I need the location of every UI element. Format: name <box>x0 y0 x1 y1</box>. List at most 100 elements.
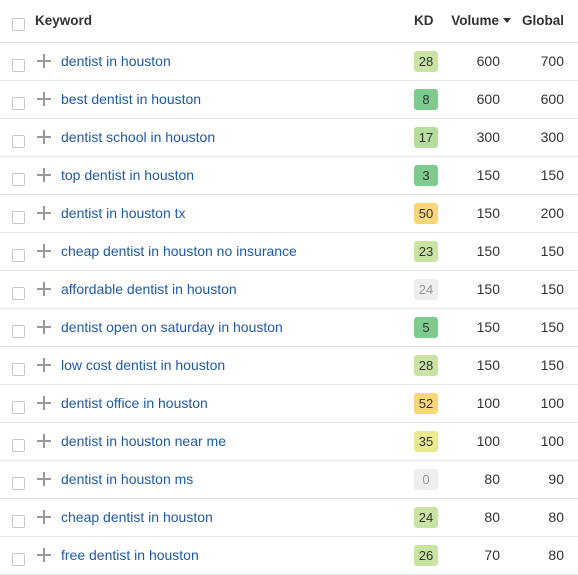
table-row: low cost dentist in houston 28 150 150 <box>0 347 578 385</box>
row-checkbox[interactable] <box>12 363 25 376</box>
keyword-link[interactable]: best dentist in houston <box>61 91 202 107</box>
keyword-link[interactable]: cheap dentist in houston <box>61 509 213 525</box>
row-checkbox[interactable] <box>12 173 25 186</box>
volume-value: 600 <box>476 53 500 69</box>
global-volume-value: 200 <box>540 205 564 221</box>
volume-value: 100 <box>476 395 500 411</box>
kd-badge: 28 <box>414 355 438 376</box>
keyword-link[interactable]: dentist in houston ms <box>61 471 194 487</box>
kd-badge: 17 <box>414 127 438 148</box>
plus-icon[interactable] <box>37 244 51 258</box>
row-checkbox[interactable] <box>12 439 25 452</box>
global-volume-value: 100 <box>540 395 564 411</box>
keyword-link[interactable]: dentist in houston <box>61 53 171 69</box>
plus-icon[interactable] <box>37 54 51 68</box>
row-checkbox[interactable] <box>12 515 25 528</box>
global-volume-value: 150 <box>540 167 564 183</box>
column-header-volume[interactable]: Volume <box>451 13 511 28</box>
keyword-link[interactable]: dentist open on saturday in houston <box>61 319 283 335</box>
table-row: cheap dentist in houston no insurance 23 1… <box>0 233 578 271</box>
row-checkbox[interactable] <box>12 97 25 110</box>
column-header-global[interactable]: Global <box>521 13 564 28</box>
column-header-volume-label: Volume <box>451 13 499 28</box>
keyword-link[interactable]: cheap dentist in houston no insurance <box>61 243 297 259</box>
kd-badge: 24 <box>414 279 438 300</box>
keyword-link[interactable]: dentist in houston near me <box>61 433 226 449</box>
row-checkbox[interactable] <box>12 287 25 300</box>
global-volume-value: 150 <box>540 319 564 335</box>
keyword-link[interactable]: affordable dentist in houston <box>61 281 237 297</box>
kd-badge: 23 <box>414 241 438 262</box>
volume-value: 80 <box>484 509 500 525</box>
keyword-link[interactable]: low cost dentist in houston <box>61 357 226 373</box>
plus-icon[interactable] <box>37 206 51 220</box>
table-row: dentist school in houston 17 300 300 <box>0 119 578 157</box>
keyword-link[interactable]: dentist in houston tx <box>61 205 186 221</box>
row-checkbox[interactable] <box>12 401 25 414</box>
plus-icon[interactable] <box>37 130 51 144</box>
kd-badge: 5 <box>414 317 438 338</box>
global-volume-value: 300 <box>540 129 564 145</box>
global-volume-value: 150 <box>540 357 564 373</box>
global-volume-value: 100 <box>540 433 564 449</box>
keyword-link[interactable]: dentist school in houston <box>61 129 216 145</box>
table-row: free dentist in houston 26 70 80 <box>0 537 578 575</box>
row-checkbox[interactable] <box>12 135 25 148</box>
kd-badge: 8 <box>414 89 438 110</box>
volume-value: 80 <box>484 471 500 487</box>
plus-icon[interactable] <box>37 472 51 486</box>
volume-value: 300 <box>476 129 500 145</box>
row-checkbox[interactable] <box>12 325 25 338</box>
keyword-link[interactable]: free dentist in houston <box>61 547 199 563</box>
kd-badge: 35 <box>414 431 438 452</box>
volume-value: 100 <box>476 433 500 449</box>
table-row: dentist in houston tx 50 150 200 <box>0 195 578 233</box>
plus-icon[interactable] <box>37 358 51 372</box>
global-volume-value: 150 <box>540 281 564 297</box>
plus-icon[interactable] <box>37 168 51 182</box>
table-row: affordable dentist in houston 24 150 150 <box>0 271 578 309</box>
global-volume-value: 90 <box>548 471 564 487</box>
global-volume-value: 700 <box>540 53 564 69</box>
kd-badge: 28 <box>414 51 438 72</box>
row-checkbox[interactable] <box>12 477 25 490</box>
volume-value: 600 <box>476 91 500 107</box>
row-checkbox[interactable] <box>12 211 25 224</box>
volume-value: 150 <box>476 205 500 221</box>
plus-icon[interactable] <box>37 320 51 334</box>
kd-badge: 24 <box>414 507 438 528</box>
global-volume-value: 80 <box>548 509 564 525</box>
table-row: dentist open on saturday in houston 5 150 1… <box>0 309 578 347</box>
plus-icon[interactable] <box>37 510 51 524</box>
table-row: cheap dentist in houston 24 80 80 <box>0 499 578 537</box>
volume-value: 150 <box>476 243 500 259</box>
global-volume-value: 150 <box>540 243 564 259</box>
select-all-checkbox[interactable] <box>12 18 25 31</box>
table-row: dentist in houston near me 35 100 100 <box>0 423 578 461</box>
kd-badge: 0 <box>414 469 438 490</box>
table-row: dentist in houston 28 600 700 <box>0 43 578 81</box>
plus-icon[interactable] <box>37 92 51 106</box>
table-header: Keyword KD Volume Global <box>0 0 578 43</box>
table-row: best dentist in houston 8 600 600 <box>0 81 578 119</box>
volume-value: 150 <box>476 167 500 183</box>
table-body: dentist in houston 28 600 700 best dentist i… <box>0 43 578 575</box>
table-row: top dentist in houston 3 150 150 <box>0 157 578 195</box>
plus-icon[interactable] <box>37 434 51 448</box>
row-checkbox[interactable] <box>12 553 25 566</box>
column-header-keyword[interactable]: Keyword <box>35 13 93 28</box>
row-checkbox[interactable] <box>12 249 25 262</box>
plus-icon[interactable] <box>37 282 51 296</box>
keyword-link[interactable]: top dentist in houston <box>61 167 195 183</box>
volume-value: 70 <box>484 547 500 563</box>
kd-badge: 50 <box>414 203 438 224</box>
volume-value: 150 <box>476 319 500 335</box>
volume-value: 150 <box>476 281 500 297</box>
plus-icon[interactable] <box>37 396 51 410</box>
keyword-link[interactable]: dentist office in houston <box>61 395 208 411</box>
plus-icon[interactable] <box>37 548 51 562</box>
row-checkbox[interactable] <box>12 59 25 72</box>
table-row: dentist office in houston 52 100 100 <box>0 385 578 423</box>
column-header-kd[interactable]: KD <box>414 13 434 28</box>
